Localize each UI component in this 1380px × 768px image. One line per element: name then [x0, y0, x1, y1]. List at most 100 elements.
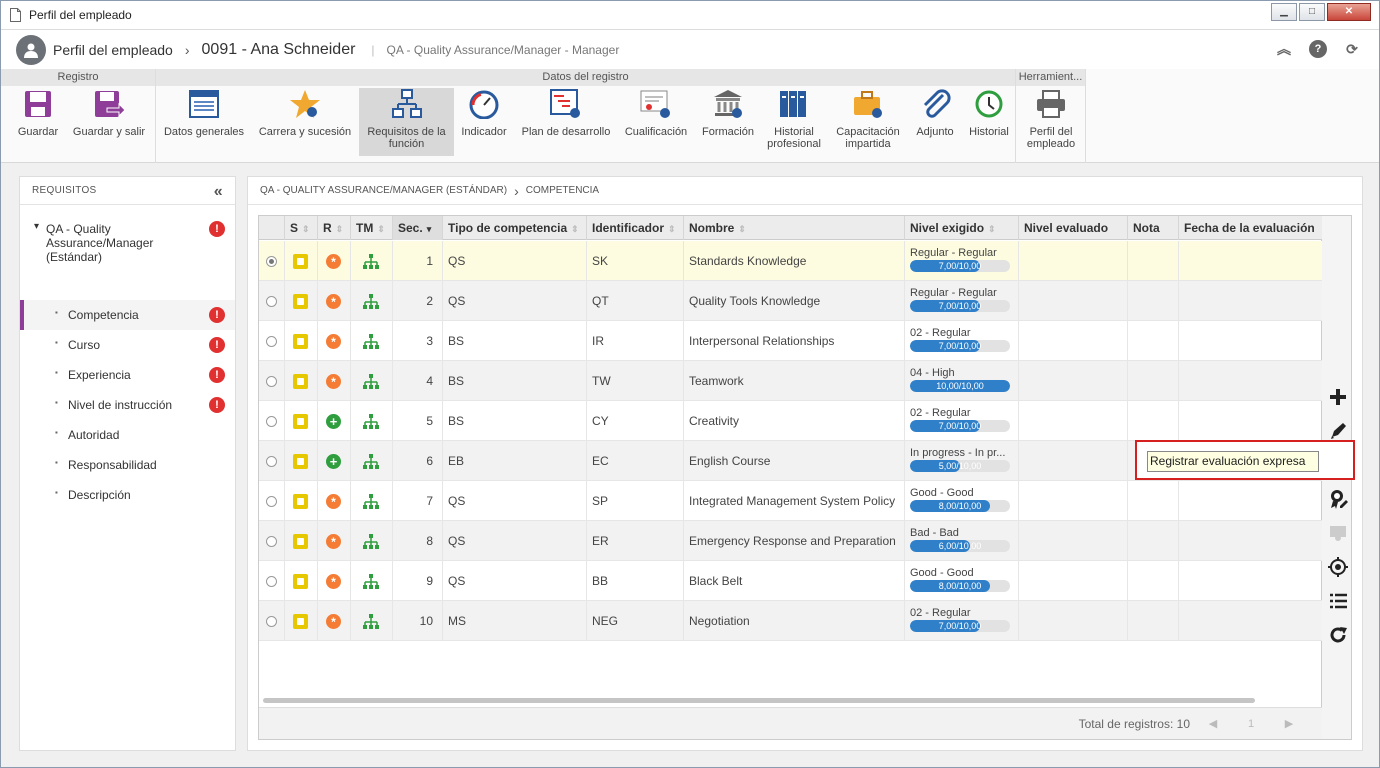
table-row[interactable]: * 8 QS ER Emergency Response and Preparation… [259, 521, 1322, 561]
express-evaluation-button[interactable] [1327, 488, 1349, 510]
cell-select[interactable] [259, 321, 285, 361]
view-evaluation-button[interactable] [1327, 522, 1349, 544]
employee-profile-button[interactable]: Perfil del empleado [1020, 88, 1082, 150]
maximize-button[interactable]: □ [1299, 3, 1325, 21]
cell-required-level: Bad - Bad 6,00/10,00 [905, 521, 1019, 561]
close-button[interactable]: ✕ [1327, 3, 1371, 21]
col-header-eval-date[interactable]: Fecha de la evaluación [1184, 221, 1315, 235]
cell-select[interactable] [259, 521, 285, 561]
indicator-button[interactable]: Indicador [458, 88, 510, 138]
cell-select[interactable] [259, 441, 285, 481]
tree-root[interactable]: ▾ QA - Quality Assurance/Manager (Estánd… [20, 221, 235, 265]
cell-select[interactable] [259, 561, 285, 601]
col-header-required-level[interactable]: Nivel exigido ⇕ [905, 216, 1019, 240]
professional-history-button[interactable]: Historial profesional [762, 88, 826, 150]
table-row[interactable]: * 4 BS TW Teamwork 04 - High 10,00/10,00 [259, 361, 1322, 401]
training-given-button[interactable]: Capacitación impartida [832, 88, 904, 150]
col-header-s[interactable]: S ⇕ [285, 216, 318, 240]
development-plan-button[interactable]: Plan de desarrollo [518, 88, 614, 138]
sidebar-item-nivel-instruccion[interactable]: ▪ Nivel de instrucción ! [20, 390, 235, 420]
cell-note [1128, 561, 1179, 601]
col-header-sec[interactable]: Sec. ▾ [393, 216, 443, 240]
row-radio[interactable] [266, 536, 277, 548]
briefcase-icon [854, 91, 882, 118]
row-radio[interactable] [266, 296, 277, 308]
breadcrumb-item[interactable]: QA - QUALITY ASSURANCE/MANAGER (ESTÁNDAR… [260, 185, 508, 196]
sidebar-item-autoridad[interactable]: ▪ Autoridad [20, 420, 235, 450]
cell-select[interactable] [259, 481, 285, 521]
table-row[interactable]: * 2 QS QT Quality Tools Knowledge Regular - R… [259, 281, 1322, 321]
refresh-icon[interactable]: ⟳ [1346, 40, 1358, 57]
qualification-button[interactable]: Cualificación [622, 88, 690, 138]
training-button[interactable]: Formación [696, 88, 760, 138]
cell-select[interactable] [259, 281, 285, 321]
help-icon[interactable]: ? [1309, 40, 1327, 58]
sidebar-item-experiencia[interactable]: ▪ Experiencia ! [20, 360, 235, 390]
cell-seq: 9 [393, 561, 443, 601]
collapse-icon[interactable]: ︽ [1277, 41, 1291, 57]
cell-identifier: EC [587, 441, 684, 481]
sidebar-item-competencia[interactable]: ▪ Competencia ! [20, 300, 235, 330]
minimize-button[interactable]: ▁ [1271, 3, 1297, 21]
row-radio[interactable] [266, 256, 277, 268]
row-radio[interactable] [266, 336, 277, 348]
history-button[interactable]: Historial [964, 88, 1014, 138]
attachment-button[interactable]: Adjunto [910, 88, 960, 138]
row-radio[interactable] [266, 456, 277, 468]
level-progress-fill [910, 420, 980, 432]
cell-select[interactable] [259, 601, 285, 641]
career-button[interactable]: Carrera y sucesión [256, 88, 354, 138]
table-row[interactable]: +5 BS CY Creativity 02 - Regular 7,00/10,00 [259, 401, 1322, 441]
cell-note [1128, 521, 1179, 561]
next-page-button[interactable]: ▶ [1284, 718, 1294, 730]
col-header-type[interactable]: Tipo de competencia ⇕ [443, 216, 587, 240]
required-level-label: 02 - Regular [910, 607, 971, 619]
col-header-identifier[interactable]: Identificador ⇕ [587, 216, 684, 240]
table-row[interactable]: * 7 QS SP Integrated Management System Polic… [259, 481, 1322, 521]
cell-identifier: SP [587, 481, 684, 521]
list-button[interactable] [1327, 590, 1349, 612]
table-row[interactable]: * 10 MS NEG Negotiation 02 - Regular 7,00/10,0… [259, 601, 1322, 641]
row-radio[interactable] [266, 416, 277, 428]
cell-select[interactable] [259, 401, 285, 441]
cell-seq: 10 [393, 601, 443, 641]
cell-evaluated-level [1019, 361, 1128, 401]
col-header-evaluated-level[interactable]: Nivel evaluado [1019, 216, 1128, 240]
general-data-button[interactable]: Datos generales [159, 88, 249, 138]
sidebar-item-curso[interactable]: ▪ Curso ! [20, 330, 235, 360]
row-radio[interactable] [266, 576, 277, 588]
reload-button[interactable] [1327, 624, 1349, 646]
horizontal-scrollbar[interactable] [263, 698, 1255, 703]
save-button[interactable]: Guardar [9, 88, 67, 138]
col-header-tm[interactable]: TM ⇕ [351, 216, 393, 240]
table-row[interactable]: * 1 QS SK Standards Knowledge Regular - Regul… [259, 241, 1322, 281]
expand-toggle-icon[interactable]: ▾ [34, 221, 40, 232]
training-given-label-2: impartida [845, 138, 891, 150]
row-radio[interactable] [266, 376, 277, 388]
cell-type: EB [443, 441, 587, 481]
cell-s [285, 401, 318, 441]
cell-select[interactable] [259, 361, 285, 401]
target-button[interactable] [1327, 556, 1349, 578]
sidebar-item-descripcion[interactable]: ▪ Descripción [20, 480, 235, 510]
table-row[interactable]: * 9 QS BB Black Belt Good - Good 8,00/10,00 [259, 561, 1322, 601]
sidebar-item-label: Responsabilidad [68, 458, 157, 472]
sidebar-item-responsabilidad[interactable]: ▪ Responsabilidad [20, 450, 235, 480]
row-radio[interactable] [266, 496, 277, 508]
cell-type: BS [443, 361, 587, 401]
row-radio[interactable] [266, 616, 277, 628]
ribbon-group-title: Herramient... [1016, 69, 1085, 86]
col-header-note[interactable]: Nota [1128, 216, 1179, 240]
job-requirements-button[interactable]: Requisitos de la función [359, 88, 454, 156]
cell-select[interactable] [259, 241, 285, 281]
collapse-panel-icon[interactable]: « [213, 183, 223, 200]
level-progress-fill [910, 540, 970, 552]
prev-page-button[interactable]: ◀ [1208, 718, 1218, 730]
col-header-name[interactable]: Nombre ⇕ [684, 216, 905, 240]
add-button[interactable] [1327, 386, 1349, 408]
requirements-title: REQUISITOS [32, 185, 97, 196]
table-row[interactable]: * 3 BS IR Interpersonal Relationships 02 - Re… [259, 321, 1322, 361]
edit-button[interactable] [1327, 420, 1349, 442]
col-header-r[interactable]: R ⇕ [318, 216, 351, 240]
save-exit-button[interactable]: Guardar y salir [67, 88, 151, 138]
